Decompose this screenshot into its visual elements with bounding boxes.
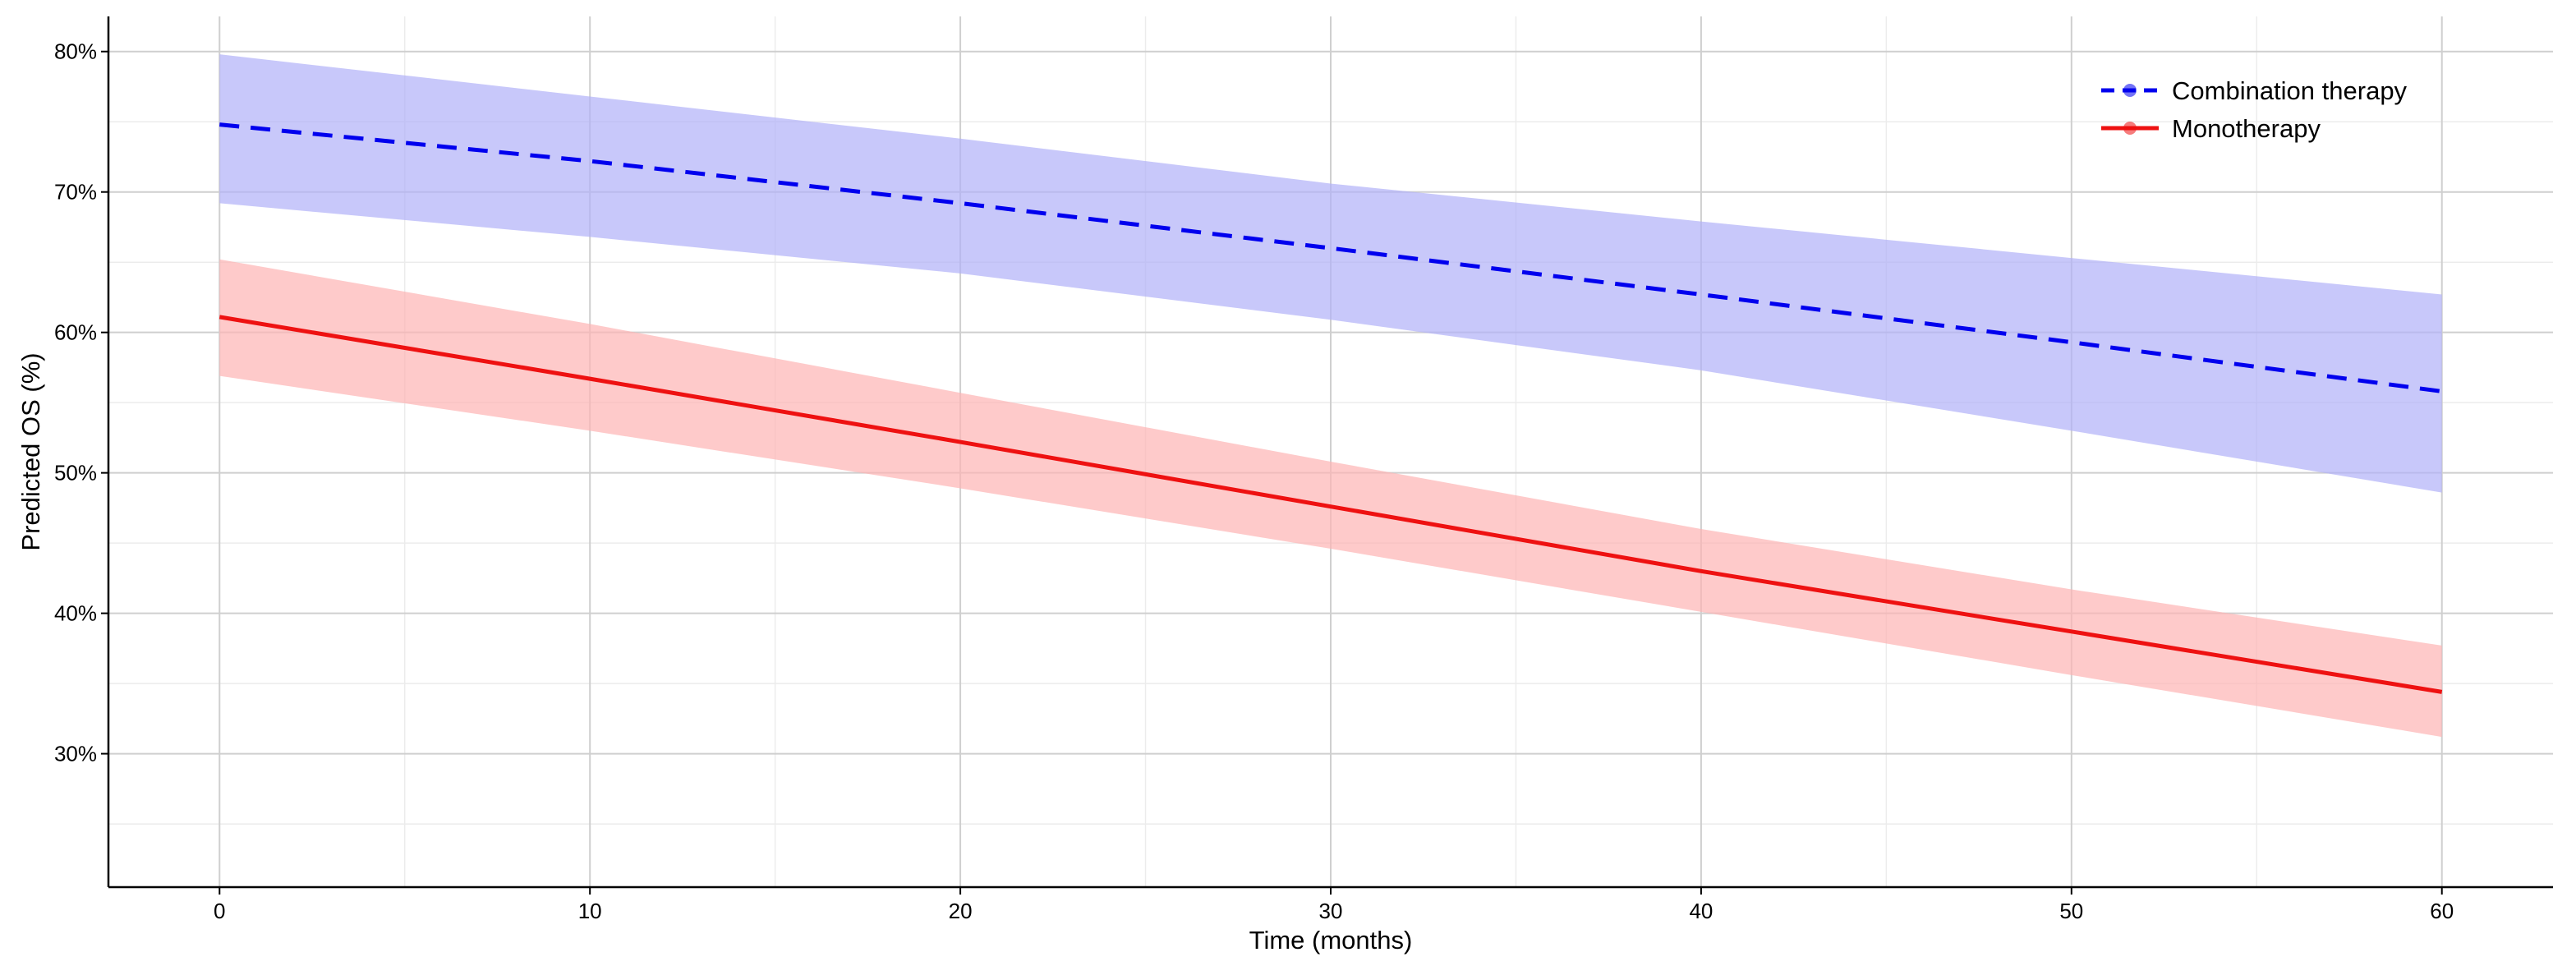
x-tick-label: 40 [1689,899,1713,923]
confidence-band [219,259,2442,738]
x-axis-ticks: 0 10 20 30 40 50 60 [214,887,2454,923]
y-axis-ticks: 30% 40% 50% 60% 70% 80% [54,39,108,766]
x-tick-label: 10 [578,899,602,923]
x-axis-title: Time (months) [1249,926,1413,954]
x-tick-label: 20 [949,899,973,923]
legend-label: Combination therapy [2172,76,2408,105]
legend-item: Combination therapy [2101,76,2408,105]
legend-label: Monotherapy [2172,114,2321,143]
series-line [218,315,2443,694]
legend-item: Monotherapy [2101,114,2321,143]
y-tick-label: 60% [54,320,97,345]
y-tick-label: 70% [54,180,97,205]
x-tick-label: 0 [214,899,225,923]
confidence-band [219,54,2442,493]
x-tick-label: 30 [1319,899,1343,923]
y-tick-label: 40% [54,601,97,626]
y-tick-label: 30% [54,742,97,766]
series-lines [218,122,2443,694]
y-axis-title: Predicted OS (%) [16,352,45,550]
x-tick-label: 60 [2430,899,2454,923]
confidence-bands [219,54,2442,738]
legend: Combination therapy Monotherapy [2101,76,2408,143]
legend-point-swatch [2123,84,2137,97]
y-tick-label: 50% [54,461,97,485]
y-tick-label: 80% [54,39,97,64]
x-tick-label: 50 [2059,899,2083,923]
legend-point-swatch [2123,122,2137,135]
